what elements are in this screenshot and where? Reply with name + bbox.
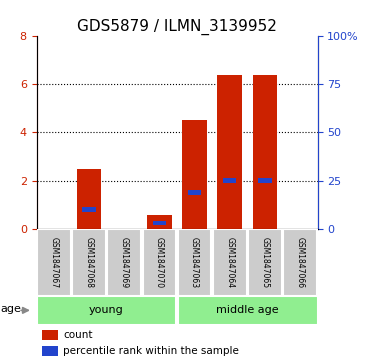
Bar [77, 168, 101, 229]
Bar [253, 75, 277, 229]
Bar [42, 346, 58, 356]
Bar [143, 229, 176, 296]
Bar [218, 75, 242, 229]
Text: young: young [89, 305, 124, 315]
Bar [182, 121, 207, 229]
Bar [177, 296, 318, 325]
Text: age: age [1, 304, 22, 314]
Bar [147, 216, 172, 229]
Bar [258, 179, 272, 183]
Bar [178, 229, 211, 296]
Bar [42, 330, 58, 340]
Text: GSM1847070: GSM1847070 [155, 237, 164, 288]
Text: count: count [63, 330, 93, 340]
Bar [248, 229, 282, 296]
Title: GDS5879 / ILMN_3139952: GDS5879 / ILMN_3139952 [77, 19, 277, 35]
Bar [283, 229, 317, 296]
Text: percentile rank within the sample: percentile rank within the sample [63, 346, 239, 356]
Bar [107, 229, 141, 296]
Bar [72, 229, 106, 296]
Bar [188, 191, 201, 195]
Bar [213, 229, 247, 296]
Text: GSM1847068: GSM1847068 [85, 237, 94, 288]
Text: GSM1847065: GSM1847065 [260, 237, 269, 288]
Bar [223, 179, 237, 183]
Text: GSM1847063: GSM1847063 [190, 237, 199, 288]
Bar [37, 229, 71, 296]
Text: GSM1847064: GSM1847064 [225, 237, 234, 288]
Text: GSM1847066: GSM1847066 [296, 237, 304, 288]
Bar [82, 207, 96, 212]
Text: GSM1847067: GSM1847067 [50, 237, 58, 288]
Bar [36, 296, 177, 325]
Text: middle age: middle age [216, 305, 279, 315]
Bar [153, 221, 166, 225]
Text: GSM1847069: GSM1847069 [120, 237, 129, 288]
